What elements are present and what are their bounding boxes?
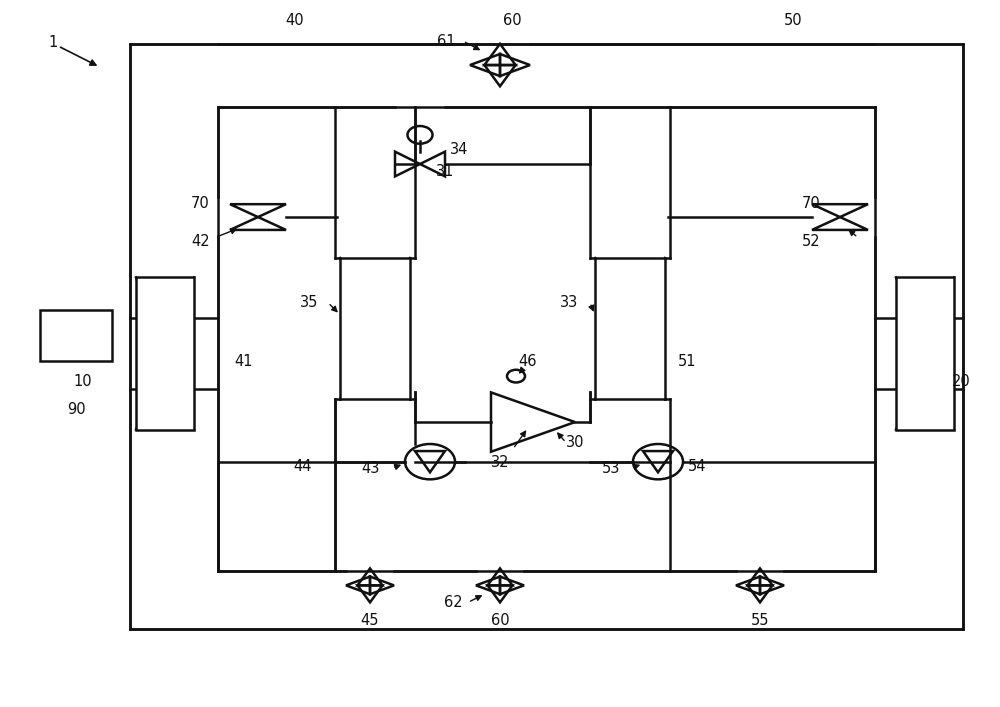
- Text: 61: 61: [436, 33, 455, 49]
- Bar: [340, 258, 410, 399]
- Bar: [130, 44, 963, 629]
- Text: 45: 45: [361, 613, 379, 628]
- Text: 31: 31: [436, 163, 454, 179]
- Bar: [595, 258, 665, 399]
- Text: 30: 30: [566, 435, 584, 450]
- Text: 44: 44: [294, 459, 312, 474]
- Bar: [218, 107, 875, 571]
- Text: 90: 90: [67, 402, 85, 416]
- Text: 35: 35: [300, 295, 318, 310]
- Text: 20: 20: [952, 374, 971, 390]
- Text: 62: 62: [444, 595, 463, 610]
- Text: 43: 43: [362, 460, 380, 476]
- Text: 40: 40: [286, 13, 304, 28]
- Text: 33: 33: [560, 295, 578, 310]
- Text: 70: 70: [191, 196, 210, 211]
- Bar: [136, 277, 194, 429]
- Text: 60: 60: [503, 13, 521, 28]
- Text: 51: 51: [678, 354, 696, 370]
- Text: 70: 70: [802, 196, 821, 211]
- Text: 46: 46: [518, 354, 536, 370]
- Text: 53: 53: [602, 460, 620, 476]
- Text: 32: 32: [491, 455, 509, 470]
- Text: 54: 54: [688, 459, 706, 474]
- Bar: [896, 277, 954, 429]
- Text: 50: 50: [784, 13, 802, 28]
- Text: 10: 10: [73, 374, 92, 390]
- Text: 52: 52: [802, 234, 821, 250]
- Bar: [40, 310, 112, 361]
- Text: 55: 55: [751, 613, 769, 628]
- Text: 60: 60: [491, 613, 509, 628]
- Text: 42: 42: [191, 234, 210, 250]
- Text: 41: 41: [234, 354, 252, 370]
- Text: 34: 34: [450, 142, 468, 158]
- Text: 1: 1: [48, 35, 57, 50]
